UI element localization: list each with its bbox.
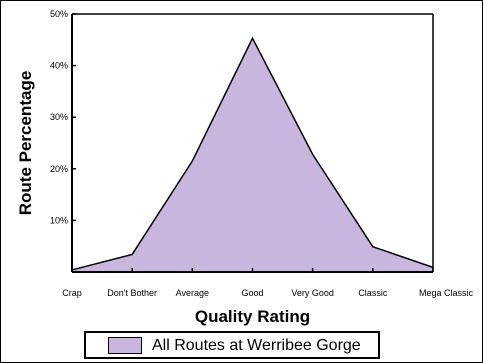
area-layer [71, 36, 434, 272]
x-tick-label: Very Good [291, 288, 334, 298]
legend: All Routes at Werribee Gorge [84, 331, 380, 359]
y-axis-title: Route Percentage [16, 71, 35, 216]
x-axis-title: Quality Rating [195, 307, 310, 326]
y-tick-label: 30% [50, 112, 68, 122]
y-tick-label: 20% [50, 164, 68, 174]
y-tick-label: 40% [50, 61, 68, 71]
x-tick-label: Classic [358, 288, 388, 298]
y-tick-label: 50% [50, 9, 68, 19]
x-tick-label: Average [176, 288, 209, 298]
x-tick-label: Good [241, 288, 263, 298]
y-tick-label: 10% [50, 215, 68, 225]
legend-label: All Routes at Werribee Gorge [152, 337, 361, 354]
x-tick-label: Don't Bother [107, 288, 157, 298]
x-tick-label: Mega Classic [419, 288, 474, 298]
ticks-layer: 10% 20% 30% 40% 50% Crap Don't Bother Average Go… [50, 9, 474, 298]
x-tick-label: Crap [62, 288, 82, 298]
legend-swatch [108, 337, 142, 354]
area-fill [72, 38, 433, 272]
